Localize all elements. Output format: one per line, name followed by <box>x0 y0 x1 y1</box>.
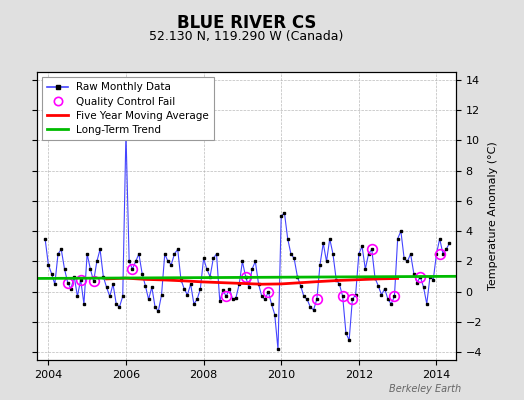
Text: Berkeley Earth: Berkeley Earth <box>389 384 461 394</box>
Text: 52.130 N, 119.290 W (Canada): 52.130 N, 119.290 W (Canada) <box>149 30 343 43</box>
Y-axis label: Temperature Anomaly (°C): Temperature Anomaly (°C) <box>488 142 498 290</box>
Legend: Raw Monthly Data, Quality Control Fail, Five Year Moving Average, Long-Term Tren: Raw Monthly Data, Quality Control Fail, … <box>42 77 214 140</box>
Text: BLUE RIVER CS: BLUE RIVER CS <box>177 14 316 32</box>
